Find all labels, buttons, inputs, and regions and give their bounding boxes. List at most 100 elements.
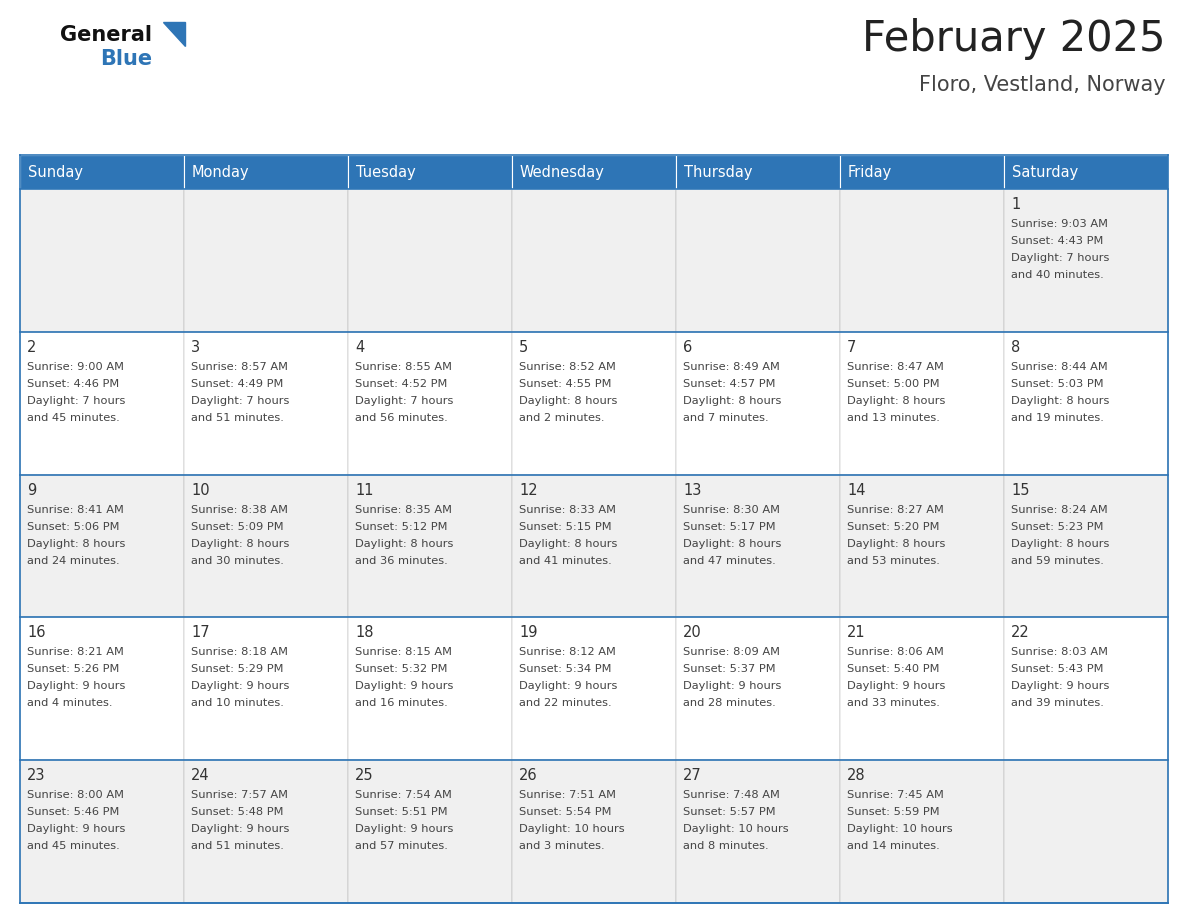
Bar bbox=[512, 155, 676, 189]
Text: Thursday: Thursday bbox=[684, 164, 752, 180]
Text: Sunset: 4:46 PM: Sunset: 4:46 PM bbox=[27, 379, 119, 389]
Text: Sunrise: 8:52 AM: Sunrise: 8:52 AM bbox=[519, 362, 615, 372]
Text: Sunrise: 8:30 AM: Sunrise: 8:30 AM bbox=[683, 505, 781, 515]
Text: 14: 14 bbox=[847, 483, 866, 498]
Text: Sunday: Sunday bbox=[29, 164, 83, 180]
Bar bbox=[676, 760, 840, 903]
Bar bbox=[184, 618, 348, 760]
Text: Sunset: 5:26 PM: Sunset: 5:26 PM bbox=[27, 665, 119, 675]
Text: Sunset: 5:37 PM: Sunset: 5:37 PM bbox=[683, 665, 776, 675]
Text: General: General bbox=[61, 25, 152, 45]
Text: 24: 24 bbox=[191, 768, 209, 783]
Text: Sunrise: 9:00 AM: Sunrise: 9:00 AM bbox=[27, 362, 124, 372]
Text: Sunrise: 9:03 AM: Sunrise: 9:03 AM bbox=[1011, 219, 1108, 229]
Bar bbox=[512, 331, 676, 475]
Text: and 53 minutes.: and 53 minutes. bbox=[847, 555, 940, 565]
Text: Daylight: 7 hours: Daylight: 7 hours bbox=[27, 396, 126, 406]
Text: Sunrise: 7:48 AM: Sunrise: 7:48 AM bbox=[683, 790, 779, 800]
Text: Daylight: 8 hours: Daylight: 8 hours bbox=[519, 539, 618, 549]
Text: Sunset: 5:43 PM: Sunset: 5:43 PM bbox=[1011, 665, 1104, 675]
Text: and 7 minutes.: and 7 minutes. bbox=[683, 413, 769, 423]
Text: Sunrise: 7:45 AM: Sunrise: 7:45 AM bbox=[847, 790, 944, 800]
Text: 23: 23 bbox=[27, 768, 45, 783]
Text: Blue: Blue bbox=[100, 49, 152, 69]
Bar bbox=[1004, 618, 1168, 760]
Bar bbox=[184, 760, 348, 903]
Bar bbox=[348, 155, 512, 189]
Bar bbox=[512, 760, 676, 903]
Text: Daylight: 8 hours: Daylight: 8 hours bbox=[355, 539, 454, 549]
Bar bbox=[20, 331, 184, 475]
Text: Daylight: 10 hours: Daylight: 10 hours bbox=[847, 824, 953, 834]
Text: Daylight: 8 hours: Daylight: 8 hours bbox=[683, 396, 782, 406]
Text: February 2025: February 2025 bbox=[862, 18, 1165, 60]
Text: Sunset: 4:49 PM: Sunset: 4:49 PM bbox=[191, 379, 284, 389]
Text: Sunrise: 8:18 AM: Sunrise: 8:18 AM bbox=[191, 647, 287, 657]
Text: Sunrise: 8:38 AM: Sunrise: 8:38 AM bbox=[191, 505, 287, 515]
Text: Daylight: 8 hours: Daylight: 8 hours bbox=[519, 396, 618, 406]
Text: Sunrise: 8:09 AM: Sunrise: 8:09 AM bbox=[683, 647, 781, 657]
Text: Sunset: 4:43 PM: Sunset: 4:43 PM bbox=[1011, 236, 1104, 246]
Text: Sunset: 5:17 PM: Sunset: 5:17 PM bbox=[683, 521, 776, 532]
Text: Sunrise: 8:03 AM: Sunrise: 8:03 AM bbox=[1011, 647, 1108, 657]
Text: Daylight: 8 hours: Daylight: 8 hours bbox=[1011, 539, 1110, 549]
Text: 25: 25 bbox=[355, 768, 373, 783]
Bar bbox=[1004, 155, 1168, 189]
Text: 13: 13 bbox=[683, 483, 701, 498]
Text: and 10 minutes.: and 10 minutes. bbox=[191, 699, 284, 709]
Bar bbox=[676, 155, 840, 189]
Text: 10: 10 bbox=[191, 483, 209, 498]
Bar bbox=[840, 155, 1004, 189]
Text: Daylight: 10 hours: Daylight: 10 hours bbox=[683, 824, 789, 834]
Text: 15: 15 bbox=[1011, 483, 1030, 498]
Text: Floro, Vestland, Norway: Floro, Vestland, Norway bbox=[920, 75, 1165, 95]
Text: and 28 minutes.: and 28 minutes. bbox=[683, 699, 776, 709]
Text: 2: 2 bbox=[27, 340, 37, 354]
Text: and 45 minutes.: and 45 minutes. bbox=[27, 413, 120, 423]
Bar bbox=[348, 331, 512, 475]
Text: Sunrise: 8:35 AM: Sunrise: 8:35 AM bbox=[355, 505, 451, 515]
Bar bbox=[1004, 475, 1168, 618]
Text: Sunrise: 7:57 AM: Sunrise: 7:57 AM bbox=[191, 790, 287, 800]
Text: 8: 8 bbox=[1011, 340, 1020, 354]
Bar bbox=[1004, 189, 1168, 331]
Text: Sunrise: 8:57 AM: Sunrise: 8:57 AM bbox=[191, 362, 287, 372]
Bar bbox=[840, 760, 1004, 903]
Text: Daylight: 9 hours: Daylight: 9 hours bbox=[355, 824, 454, 834]
Text: Sunset: 5:03 PM: Sunset: 5:03 PM bbox=[1011, 379, 1104, 389]
Text: Sunset: 5:15 PM: Sunset: 5:15 PM bbox=[519, 521, 612, 532]
Text: Tuesday: Tuesday bbox=[356, 164, 416, 180]
Text: Sunset: 5:46 PM: Sunset: 5:46 PM bbox=[27, 807, 119, 817]
Text: 11: 11 bbox=[355, 483, 373, 498]
Text: 1: 1 bbox=[1011, 197, 1020, 212]
Bar bbox=[184, 189, 348, 331]
Text: and 4 minutes.: and 4 minutes. bbox=[27, 699, 113, 709]
Text: Sunrise: 8:27 AM: Sunrise: 8:27 AM bbox=[847, 505, 944, 515]
Text: 27: 27 bbox=[683, 768, 702, 783]
Text: Sunrise: 8:12 AM: Sunrise: 8:12 AM bbox=[519, 647, 615, 657]
Text: 7: 7 bbox=[847, 340, 857, 354]
Text: Daylight: 8 hours: Daylight: 8 hours bbox=[683, 539, 782, 549]
Text: and 45 minutes.: and 45 minutes. bbox=[27, 841, 120, 851]
Text: Daylight: 10 hours: Daylight: 10 hours bbox=[519, 824, 625, 834]
Text: and 59 minutes.: and 59 minutes. bbox=[1011, 555, 1104, 565]
Text: Sunrise: 8:47 AM: Sunrise: 8:47 AM bbox=[847, 362, 944, 372]
Text: Sunset: 5:48 PM: Sunset: 5:48 PM bbox=[191, 807, 284, 817]
Bar bbox=[348, 760, 512, 903]
Text: Daylight: 8 hours: Daylight: 8 hours bbox=[847, 396, 946, 406]
Text: and 41 minutes.: and 41 minutes. bbox=[519, 555, 612, 565]
Text: Daylight: 7 hours: Daylight: 7 hours bbox=[191, 396, 290, 406]
Bar bbox=[840, 331, 1004, 475]
Text: Daylight: 9 hours: Daylight: 9 hours bbox=[27, 681, 126, 691]
Text: 3: 3 bbox=[191, 340, 200, 354]
Text: Sunrise: 8:33 AM: Sunrise: 8:33 AM bbox=[519, 505, 617, 515]
Text: 28: 28 bbox=[847, 768, 866, 783]
Text: Daylight: 9 hours: Daylight: 9 hours bbox=[683, 681, 782, 691]
Text: Sunrise: 8:24 AM: Sunrise: 8:24 AM bbox=[1011, 505, 1107, 515]
Text: and 36 minutes.: and 36 minutes. bbox=[355, 555, 448, 565]
Text: Sunset: 5:54 PM: Sunset: 5:54 PM bbox=[519, 807, 612, 817]
Bar bbox=[184, 331, 348, 475]
Text: Daylight: 7 hours: Daylight: 7 hours bbox=[1011, 253, 1110, 263]
Text: Daylight: 9 hours: Daylight: 9 hours bbox=[847, 681, 946, 691]
Bar bbox=[20, 155, 184, 189]
